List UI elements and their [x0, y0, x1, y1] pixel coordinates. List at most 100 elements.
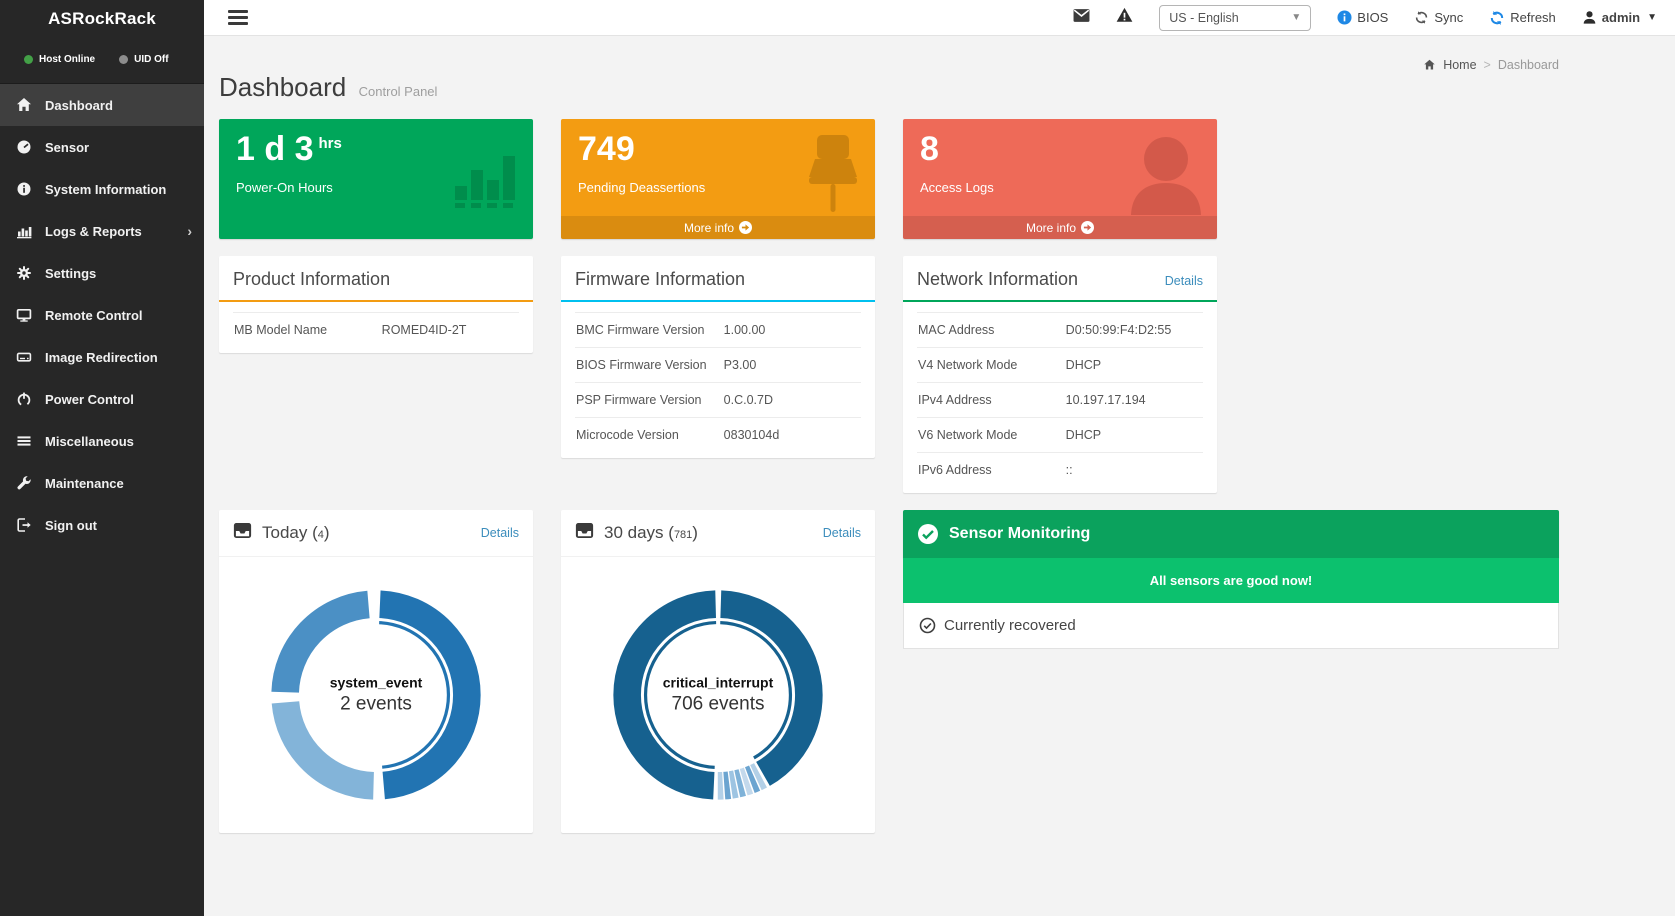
- table-row: IPv4 Address 10.197.17.194: [917, 383, 1203, 418]
- product-information-panel: Product Information MB Model Name ROMED4I…: [219, 256, 533, 353]
- wrench-icon: [15, 475, 33, 491]
- sidebar-item-label: Maintenance: [45, 475, 124, 491]
- breadcrumb-separator: >: [1483, 58, 1491, 72]
- sidebar-item-logs-reports[interactable]: Logs & Reports ›: [0, 210, 204, 252]
- events-30days-panel: 30 days (781) Details critical_interrupt…: [561, 510, 875, 833]
- sidebar-item-label: Settings: [45, 265, 97, 281]
- card-label: Access Logs: [920, 179, 994, 195]
- breadcrumb-current: Dashboard: [1497, 58, 1559, 72]
- chevron-right-icon: ›: [187, 223, 192, 239]
- refresh-button[interactable]: Refresh: [1489, 10, 1556, 26]
- user-icon: [1583, 11, 1596, 24]
- more-info-label: More info: [683, 220, 735, 235]
- panel-title: Firmware Information: [575, 269, 746, 289]
- arrow-circle-right-icon: [1081, 221, 1095, 234]
- sidebar-item-label: System Information: [45, 181, 167, 197]
- select-caret-icon: ▼: [1291, 12, 1302, 23]
- sensor-recovered-row[interactable]: Currently recovered: [903, 603, 1559, 649]
- pending-deassertions-card[interactable]: 749 Pending Deassertions More info: [561, 119, 875, 239]
- power-icon: [15, 391, 33, 407]
- events-today-panel: Today (4) Details system_event 2 events: [219, 510, 533, 833]
- home-icon: [15, 97, 33, 113]
- sidebar-item-label: Logs & Reports: [45, 223, 142, 239]
- menu-toggle-button[interactable]: [228, 10, 248, 25]
- uid-dot-icon: [119, 55, 129, 64]
- panel-title: Network Information: [917, 269, 1079, 289]
- bios-label: BIOS: [1357, 10, 1389, 25]
- network-details-link[interactable]: Details: [1164, 274, 1203, 288]
- more-info-button[interactable]: More info: [561, 216, 875, 239]
- 30days-events-donut-chart[interactable]: [603, 580, 833, 810]
- sidebar-item-miscellaneous[interactable]: Miscellaneous: [0, 420, 204, 462]
- person-icon: [1129, 133, 1203, 220]
- sidebar-item-maintenance[interactable]: Maintenance: [0, 462, 204, 504]
- refresh-label: Refresh: [1510, 10, 1556, 25]
- arrow-circle-right-icon: [739, 221, 753, 234]
- user-menu[interactable]: admin ▼: [1582, 10, 1657, 25]
- table-row: MAC Address D0:50:99:F4:D2:55: [917, 313, 1203, 348]
- breadcrumb-home[interactable]: Home: [1443, 58, 1477, 72]
- panel-title: Product Information: [233, 269, 391, 289]
- donut-center-label: system_event 2 events: [329, 674, 423, 715]
- sidebar-item-sensor[interactable]: Sensor: [0, 126, 204, 168]
- sidebar-item-label: Sensor: [45, 139, 90, 155]
- language-value: US - English: [1169, 10, 1239, 25]
- power-on-hours-card[interactable]: 1 d 3 hrs Power-On Hours: [219, 119, 533, 239]
- gear-icon: [15, 265, 33, 281]
- sensor-recovered-label: Currently recovered: [944, 617, 1076, 634]
- sensor-monitoring-panel: Sensor Monitoring All sensors are good n…: [903, 510, 1559, 649]
- list-icon: [15, 433, 33, 449]
- events-panel-title: 30 days (781): [604, 523, 698, 542]
- sidebar-item-remote-control[interactable]: Remote Control: [0, 294, 204, 336]
- pushpin-icon: [807, 135, 859, 220]
- sidebar-item-image-redirection[interactable]: Image Redirection: [0, 336, 204, 378]
- messages-icon[interactable]: [1073, 8, 1090, 28]
- info-circle-icon: [1337, 10, 1352, 25]
- table-row: V6 Network Mode DHCP: [917, 418, 1203, 453]
- inbox-icon: [575, 522, 594, 544]
- firmware-information-panel: Firmware Information BMC Firmware Versio…: [561, 256, 875, 458]
- more-info-button[interactable]: More info: [903, 216, 1217, 239]
- language-select[interactable]: US - English ▼: [1159, 4, 1312, 31]
- table-row: BIOS Firmware Version P3.00: [575, 348, 861, 383]
- user-name: admin: [1601, 10, 1641, 25]
- bar-chart-icon: [15, 223, 33, 239]
- sensor-monitoring-title: Sensor Monitoring: [949, 525, 1091, 542]
- bios-button[interactable]: BIOS: [1337, 10, 1388, 25]
- sidebar: ASRockRack Host Online UID Off Dashboard…: [0, 0, 204, 916]
- more-info-label: More info: [1025, 220, 1077, 235]
- today-events-donut-chart[interactable]: [261, 580, 491, 810]
- refresh-icon: [1491, 10, 1504, 25]
- sidebar-item-dashboard[interactable]: Dashboard: [0, 84, 204, 126]
- breadcrumb: Home > Dashboard: [1423, 58, 1559, 72]
- main-content: Home > Dashboard Dashboard Control Panel…: [204, 36, 1675, 833]
- host-status-row: Host Online UID Off: [0, 38, 204, 83]
- check-circle-outline-icon: [919, 617, 936, 634]
- check-circle-icon: [918, 524, 938, 544]
- home-icon: [1424, 59, 1435, 70]
- sync-icon: [1416, 11, 1428, 24]
- uid-status: UID Off: [119, 54, 169, 65]
- sidebar-item-sign-out[interactable]: Sign out: [0, 504, 204, 546]
- sidebar-item-power-control[interactable]: Power Control: [0, 378, 204, 420]
- 30days-details-link[interactable]: Details: [822, 526, 861, 540]
- sidebar-item-label: Sign out: [45, 517, 97, 533]
- today-details-link[interactable]: Details: [480, 526, 519, 540]
- drive-icon: [15, 349, 33, 365]
- card-value: 8: [920, 130, 939, 168]
- card-unit: hrs: [318, 135, 342, 152]
- table-row: Microcode Version 0830104d: [576, 428, 780, 442]
- gauge-icon: [15, 139, 33, 155]
- host-online-label: Host Online: [39, 54, 96, 65]
- alerts-icon[interactable]: [1116, 7, 1133, 28]
- monitor-icon: [15, 307, 33, 323]
- sensor-status-banner: All sensors are good now!: [903, 558, 1559, 603]
- sync-button[interactable]: Sync: [1414, 10, 1463, 25]
- sidebar-item-system-information[interactable]: System Information: [0, 168, 204, 210]
- sidebar-item-settings[interactable]: Settings: [0, 252, 204, 294]
- table-row: IPv6 Address::: [918, 463, 1073, 477]
- card-label: Power-On Hours: [236, 179, 333, 195]
- sidebar-item-label: Remote Control: [45, 307, 143, 323]
- access-logs-card[interactable]: 8 Access Logs More info: [903, 119, 1217, 239]
- card-label: Pending Deassertions: [578, 179, 706, 195]
